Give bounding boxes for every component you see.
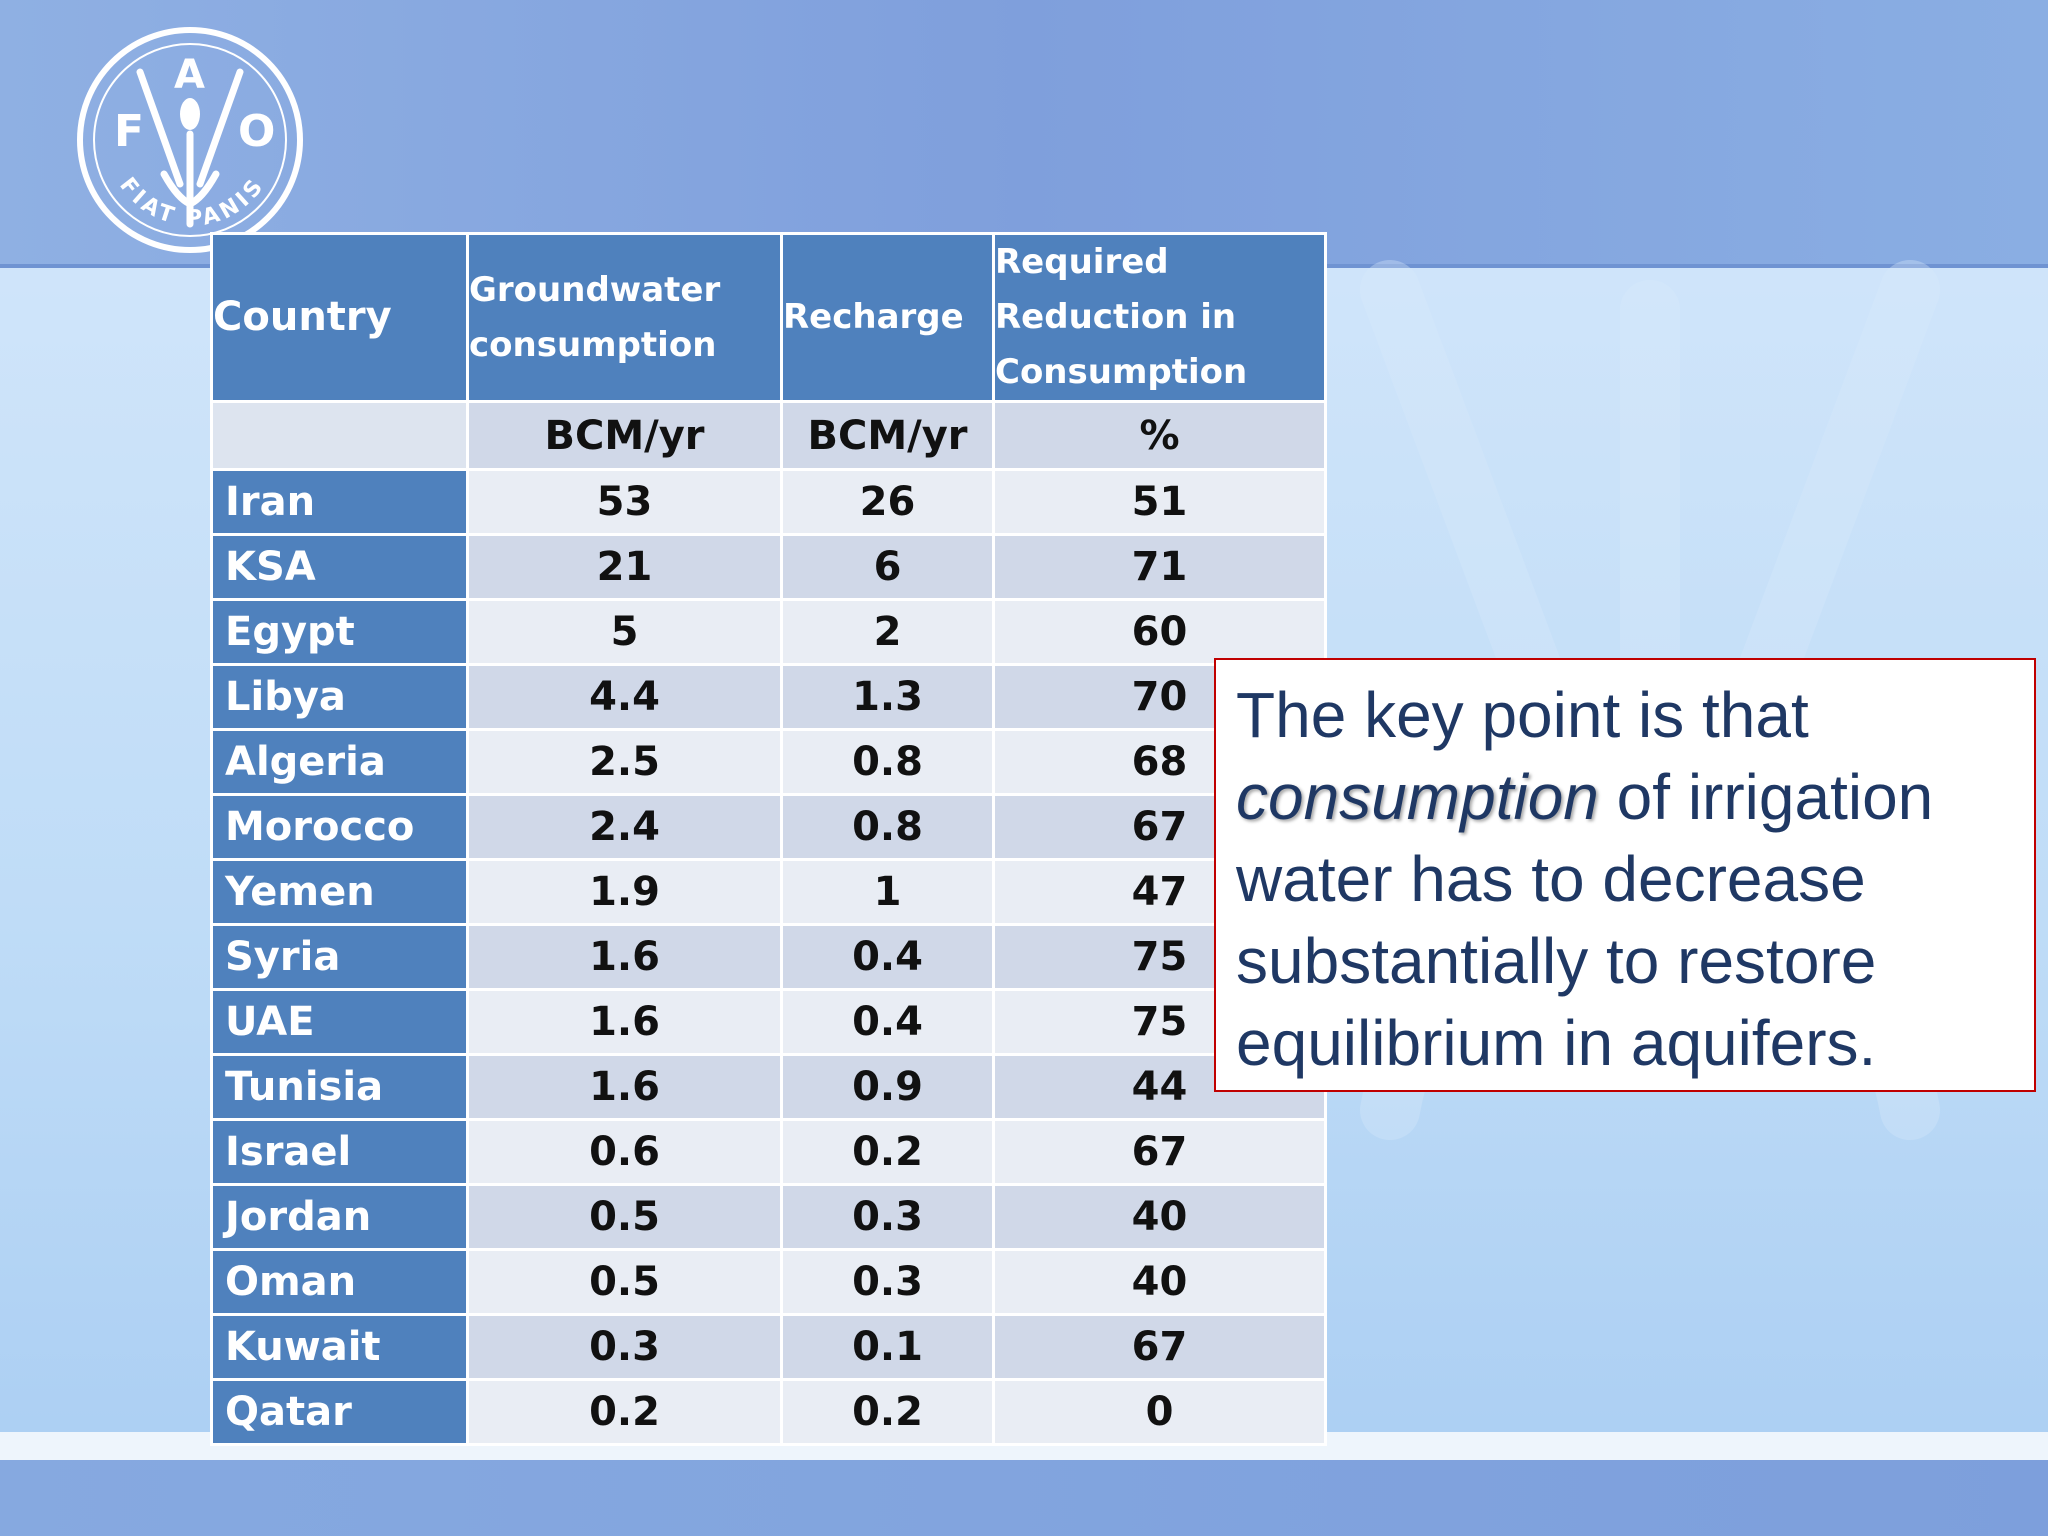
- country-cell: Oman: [210, 1248, 469, 1316]
- callout-text-part1: The key point is that: [1236, 679, 1809, 751]
- groundwater-table: Country Groundwater consumption Recharge…: [210, 232, 1327, 1446]
- reduction-cell: 40: [992, 1183, 1327, 1251]
- table-row: Israel 0.6 0.2 67: [210, 1118, 1327, 1186]
- key-point-callout: The key point is that consumption of irr…: [1214, 658, 2036, 1092]
- reduction-cell: 60: [992, 598, 1327, 666]
- consumption-cell: 21: [466, 533, 783, 601]
- country-cell: Yemen: [210, 858, 469, 926]
- consumption-cell: 1.6: [466, 923, 783, 991]
- table-row: Yemen 1.9 1 47: [210, 858, 1327, 926]
- header-required-reduction: Required Reduction in Consumption: [992, 232, 1327, 403]
- table-row: Libya 4.4 1.3 70: [210, 663, 1327, 731]
- table-body: Iran 53 26 51 KSA 21 6 71 Egypt 5 2 60 Libya 4.4 1.3 70…: [210, 468, 1327, 1446]
- recharge-cell: 0.2: [780, 1378, 995, 1446]
- consumption-cell: 1.9: [466, 858, 783, 926]
- recharge-cell: 0.4: [780, 988, 995, 1056]
- footer-band: [0, 1460, 2048, 1536]
- reduction-cell: 51: [992, 468, 1327, 536]
- fao-logo-icon: F A O FIAT PANIS: [77, 27, 303, 253]
- recharge-cell: 0.3: [780, 1183, 995, 1251]
- callout-emphasis: consumption: [1236, 761, 1599, 833]
- recharge-cell: 0.2: [780, 1118, 995, 1186]
- reduction-cell: 67: [992, 1313, 1327, 1381]
- country-cell: UAE: [210, 988, 469, 1056]
- unit-consumption: BCM/yr: [466, 400, 783, 471]
- table-row: Morocco 2.4 0.8 67: [210, 793, 1327, 861]
- consumption-cell: 5: [466, 598, 783, 666]
- callout-text-part2: of irrigation water has to decrease subs…: [1236, 761, 1934, 1079]
- consumption-cell: 0.6: [466, 1118, 783, 1186]
- consumption-cell: 1.6: [466, 988, 783, 1056]
- table-row: Iran 53 26 51: [210, 468, 1327, 536]
- country-cell: Tunisia: [210, 1053, 469, 1121]
- country-cell: KSA: [210, 533, 469, 601]
- reduction-cell: 40: [992, 1248, 1327, 1316]
- unit-country: [210, 400, 469, 471]
- country-cell: Kuwait: [210, 1313, 469, 1381]
- header-groundwater-consumption: Groundwater consumption: [466, 232, 783, 403]
- recharge-cell: 0.3: [780, 1248, 995, 1316]
- country-cell: Qatar: [210, 1378, 469, 1446]
- recharge-cell: 0.4: [780, 923, 995, 991]
- country-cell: Israel: [210, 1118, 469, 1186]
- country-cell: Jordan: [210, 1183, 469, 1251]
- consumption-cell: 2.5: [466, 728, 783, 796]
- table-row: Jordan 0.5 0.3 40: [210, 1183, 1327, 1251]
- unit-reduction: %: [992, 400, 1327, 471]
- recharge-cell: 0.8: [780, 793, 995, 861]
- consumption-cell: 0.5: [466, 1248, 783, 1316]
- recharge-cell: 0.8: [780, 728, 995, 796]
- table-row: Oman 0.5 0.3 40: [210, 1248, 1327, 1316]
- country-cell: Morocco: [210, 793, 469, 861]
- table-row: Algeria 2.5 0.8 68: [210, 728, 1327, 796]
- country-cell: Algeria: [210, 728, 469, 796]
- table-row: Tunisia 1.6 0.9 44: [210, 1053, 1327, 1121]
- top-banner: [0, 0, 2048, 264]
- country-cell: Libya: [210, 663, 469, 731]
- unit-recharge: BCM/yr: [780, 400, 995, 471]
- consumption-cell: 4.4: [466, 663, 783, 731]
- consumption-cell: 0.3: [466, 1313, 783, 1381]
- consumption-cell: 0.5: [466, 1183, 783, 1251]
- table-row: UAE 1.6 0.4 75: [210, 988, 1327, 1056]
- recharge-cell: 1.3: [780, 663, 995, 731]
- recharge-cell: 6: [780, 533, 995, 601]
- country-cell: Iran: [210, 468, 469, 536]
- table-row: Syria 1.6 0.4 75: [210, 923, 1327, 991]
- table-row: KSA 21 6 71: [210, 533, 1327, 601]
- consumption-cell: 1.6: [466, 1053, 783, 1121]
- header-country: Country: [210, 232, 469, 403]
- recharge-cell: 0.1: [780, 1313, 995, 1381]
- reduction-cell: 71: [992, 533, 1327, 601]
- reduction-cell: 0: [992, 1378, 1327, 1446]
- consumption-cell: 2.4: [466, 793, 783, 861]
- recharge-cell: 1: [780, 858, 995, 926]
- table-row: Qatar 0.2 0.2 0: [210, 1378, 1327, 1446]
- consumption-cell: 0.2: [466, 1378, 783, 1446]
- table-row: Egypt 5 2 60: [210, 598, 1327, 666]
- recharge-cell: 26: [780, 468, 995, 536]
- country-cell: Syria: [210, 923, 469, 991]
- reduction-cell: 67: [992, 1118, 1327, 1186]
- table-row: Kuwait 0.3 0.1 67: [210, 1313, 1327, 1381]
- consumption-cell: 53: [466, 468, 783, 536]
- recharge-cell: 0.9: [780, 1053, 995, 1121]
- recharge-cell: 2: [780, 598, 995, 666]
- logo-letter-a: A: [174, 52, 205, 98]
- table-header-row: Country Groundwater consumption Recharge…: [210, 232, 1327, 403]
- logo-letter-f: F: [114, 106, 144, 157]
- table-units-row: BCM/yr BCM/yr %: [210, 400, 1327, 471]
- header-recharge: Recharge: [780, 232, 995, 403]
- country-cell: Egypt: [210, 598, 469, 666]
- logo-letter-o: O: [238, 106, 275, 157]
